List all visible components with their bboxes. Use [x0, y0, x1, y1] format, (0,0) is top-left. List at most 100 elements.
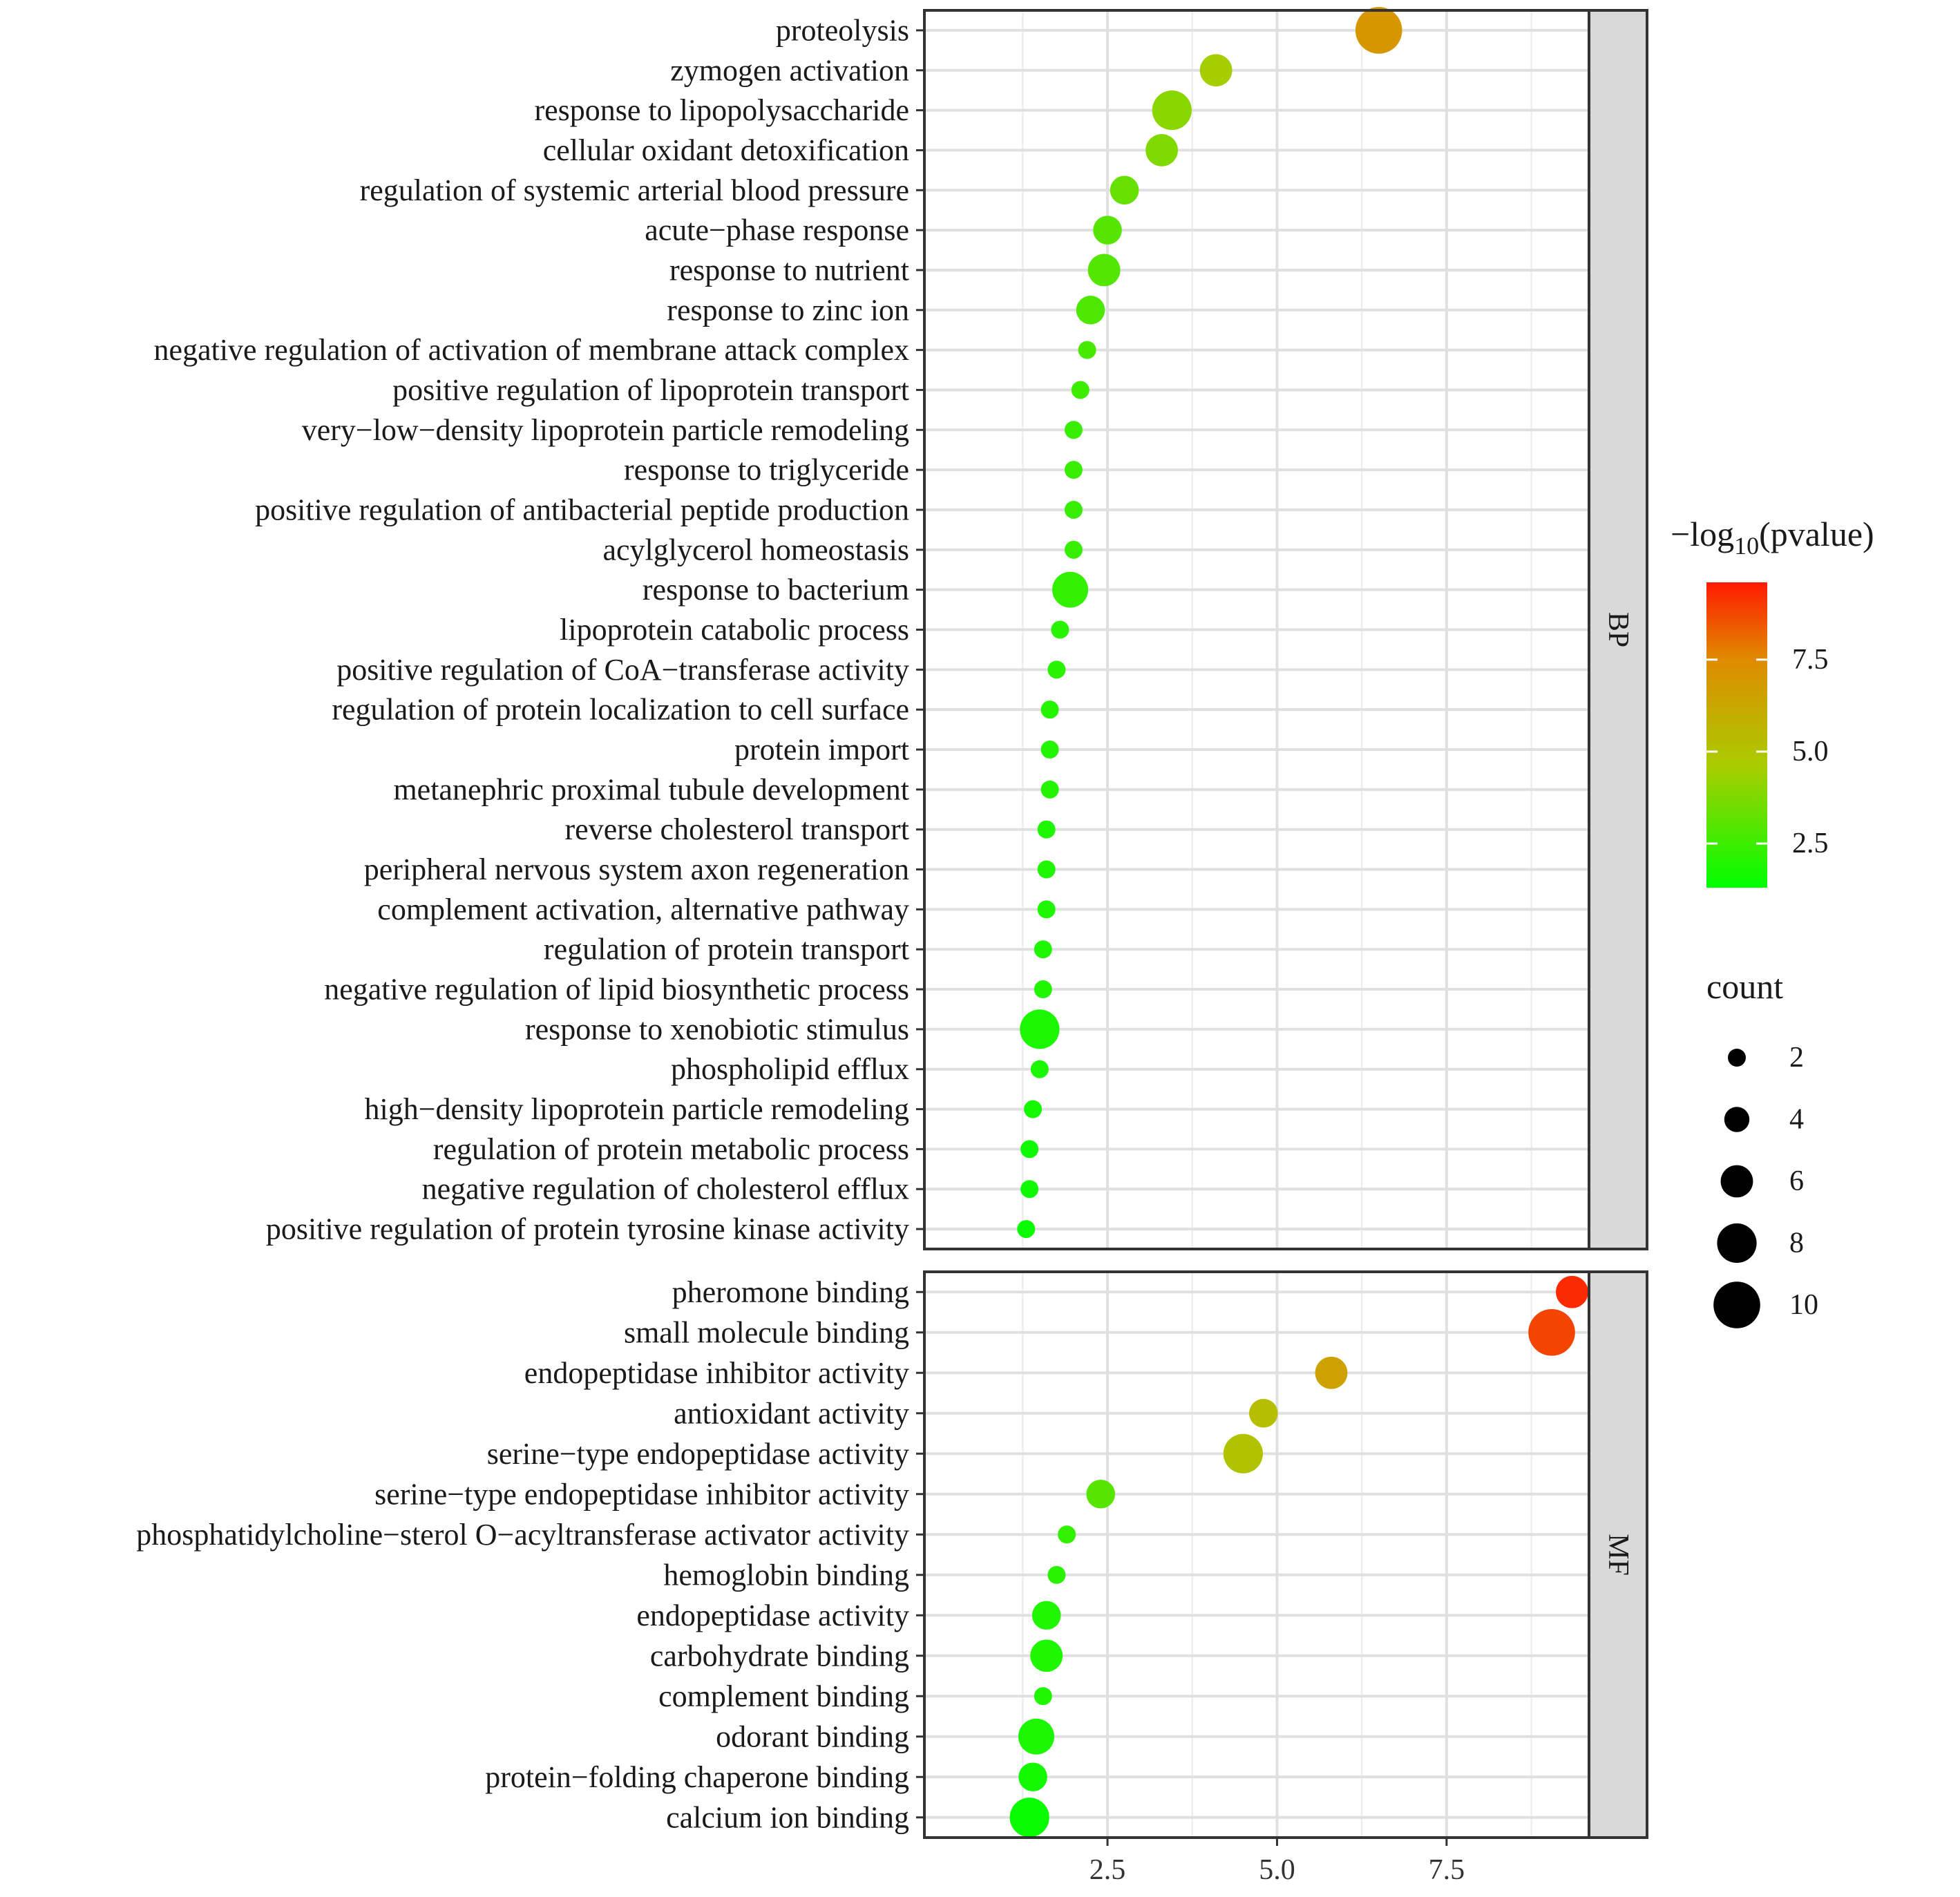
y-label-regulation-of-systemic-arterial-blood-pressure: regulation of systemic arterial blood pr…	[360, 173, 909, 207]
y-label-calcium-ion-binding: calcium ion binding	[666, 1800, 909, 1834]
y-label-very-low-density-lipoprotein-particle-remodeling: very−low−density lipoprotein particle re…	[302, 413, 909, 447]
color-legend-tick-label: 7.5	[1792, 644, 1829, 676]
size-legend-items: 2 4 6 8 10	[1713, 1042, 1818, 1328]
y-label-endopeptidase-inhibitor-activity: endopeptidase inhibitor activity	[524, 1356, 909, 1390]
point-protein-import	[1040, 741, 1059, 759]
point-endopeptidase-activity	[1031, 1601, 1061, 1630]
facet-strip-label: MF	[1602, 1534, 1634, 1576]
point-positive-regulation-of-antibacterial-peptide-production	[1064, 500, 1083, 519]
facet-panels: proteolysis zymogen activation response to…	[136, 7, 1648, 1839]
size-legend-label: 2	[1789, 1042, 1804, 1074]
color-legend-title: −log10(pvalue)	[1671, 515, 1874, 560]
point-serine-type-endopeptidase-activity	[1223, 1433, 1263, 1474]
y-label-response-to-nutrient: response to nutrient	[669, 253, 909, 287]
y-label-positive-regulation-of-protein-tyrosine-kinase-activity: positive regulation of protein tyrosine …	[266, 1212, 909, 1246]
size-legend-label: 10	[1789, 1289, 1818, 1321]
y-label-peripheral-nervous-system-axon-regeneration: peripheral nervous system axon regenerat…	[364, 852, 909, 886]
point-response-to-zinc-ion	[1076, 295, 1105, 325]
point-very-low-density-lipoprotein-particle-remodeling	[1064, 421, 1083, 439]
point-peripheral-nervous-system-axon-regeneration	[1037, 860, 1056, 879]
y-label-pheromone-binding: pheromone binding	[672, 1275, 909, 1309]
point-phosphatidylcholine-sterol-o-acyltransferase-activator-activity	[1058, 1525, 1076, 1544]
y-label-small-molecule-binding: small molecule binding	[624, 1315, 909, 1349]
y-label-serine-type-endopeptidase-inhibitor-activity: serine−type endopeptidase inhibitor acti…	[374, 1477, 909, 1511]
y-label-phospholipid-efflux: phospholipid efflux	[671, 1052, 909, 1086]
color-legend-gradient	[1706, 582, 1767, 888]
y-label-serine-type-endopeptidase-activity: serine−type endopeptidase activity	[487, 1437, 909, 1471]
point-positive-regulation-of-coa-transferase-activity	[1047, 660, 1066, 679]
y-label-response-to-zinc-ion: response to zinc ion	[667, 293, 909, 327]
y-label-endopeptidase-activity: endopeptidase activity	[636, 1599, 909, 1632]
point-response-to-lipopolysaccharide	[1152, 90, 1192, 131]
y-label-acylglycerol-homeostasis: acylglycerol homeostasis	[602, 533, 909, 566]
y-label-regulation-of-protein-transport: regulation of protein transport	[544, 933, 909, 966]
point-zymogen-activation	[1199, 54, 1233, 87]
point-lipoprotein-catabolic-process	[1051, 620, 1069, 639]
size-legend-dot	[1713, 1281, 1760, 1328]
y-label-odorant-binding: odorant binding	[716, 1719, 909, 1753]
point-regulation-of-protein-localization-to-cell-surface	[1040, 700, 1059, 719]
point-pheromone-binding	[1556, 1275, 1588, 1308]
point-small-molecule-binding	[1528, 1308, 1575, 1356]
y-label-response-to-triglyceride: response to triglyceride	[624, 453, 909, 487]
y-label-positive-regulation-of-antibacterial-peptide-production: positive regulation of antibacterial pep…	[255, 493, 909, 526]
point-response-to-triglyceride	[1064, 461, 1083, 479]
y-label-response-to-lipopolysaccharide: response to lipopolysaccharide	[534, 93, 909, 127]
y-label-complement-activation-alternative-pathway: complement activation, alternative pathw…	[377, 893, 909, 926]
facet-mf: pheromone binding small molecule binding e…	[136, 1270, 1648, 1839]
point-carbohydrate-binding	[1030, 1639, 1063, 1672]
y-label-phosphatidylcholine-sterol-o-acyltransferase-activator-activity: phosphatidylcholine−sterol O−acyltransfe…	[136, 1518, 909, 1552]
x-tick-label: 7.5	[1429, 1854, 1465, 1886]
point-regulation-of-protein-metabolic-process	[1020, 1140, 1039, 1159]
y-label-positive-regulation-of-coa-transferase-activity: positive regulation of CoA−transferase a…	[336, 653, 909, 687]
point-metanephric-proximal-tubule-development	[1040, 780, 1059, 799]
y-label-regulation-of-protein-metabolic-process: regulation of protein metabolic process	[433, 1132, 909, 1166]
y-label-cellular-oxidant-detoxification: cellular oxidant detoxification	[543, 133, 909, 167]
x-axis: 2.5 5.0 7.5	[1090, 1838, 1465, 1886]
point-response-to-bacterium	[1052, 571, 1089, 608]
point-regulation-of-systemic-arterial-blood-pressure	[1110, 175, 1139, 205]
point-cellular-oxidant-detoxification	[1145, 134, 1178, 166]
color-legend: −log10(pvalue) 2.5 5.0 7.5	[1671, 515, 1874, 888]
point-negative-regulation-of-activation-of-membrane-attack-complex	[1078, 341, 1096, 359]
size-legend-dot	[1720, 1165, 1753, 1198]
y-label-zymogen-activation: zymogen activation	[670, 53, 909, 87]
point-negative-regulation-of-cholesterol-efflux	[1020, 1180, 1039, 1199]
point-antioxidant-activity	[1249, 1398, 1278, 1428]
y-label-protein-import: protein import	[734, 733, 909, 767]
y-label-metanephric-proximal-tubule-development: metanephric proximal tubule development	[393, 772, 909, 806]
point-odorant-binding	[1018, 1718, 1054, 1755]
y-label-regulation-of-protein-localization-to-cell-surface: regulation of protein localization to ce…	[332, 693, 909, 727]
y-label-negative-regulation-of-activation-of-membrane-attack-complex: negative regulation of activation of mem…	[154, 333, 909, 367]
y-label-response-to-bacterium: response to bacterium	[643, 573, 909, 607]
color-legend-ticks: 2.5 5.0 7.5	[1706, 644, 1829, 859]
point-calcium-ion-binding	[1009, 1798, 1049, 1838]
size-legend-title: count	[1706, 967, 1783, 1006]
y-label-reverse-cholesterol-transport: reverse cholesterol transport	[565, 812, 909, 846]
point-endopeptidase-inhibitor-activity	[1315, 1356, 1348, 1389]
point-complement-activation-alternative-pathway	[1037, 900, 1056, 919]
y-label-lipoprotein-catabolic-process: lipoprotein catabolic process	[560, 613, 909, 647]
point-acylglycerol-homeostasis	[1064, 540, 1083, 559]
color-legend-tick-label: 2.5	[1792, 828, 1829, 859]
point-proteolysis	[1355, 7, 1402, 54]
point-response-to-xenobiotic-stimulus	[1020, 1009, 1060, 1049]
point-regulation-of-protein-transport	[1034, 940, 1052, 959]
legends: −log10(pvalue) 2.5 5.0 7.5 count 2 4 6 8 10	[1671, 515, 1874, 1328]
x-tick-label: 5.0	[1259, 1854, 1295, 1886]
point-complement-binding	[1034, 1687, 1052, 1706]
point-positive-regulation-of-lipoprotein-transport	[1071, 381, 1090, 399]
size-legend-dot	[1717, 1223, 1757, 1264]
point-hemoglobin-binding	[1047, 1565, 1066, 1584]
y-label-carbohydrate-binding: carbohydrate binding	[650, 1639, 909, 1672]
panel-background	[924, 1272, 1589, 1838]
point-phospholipid-efflux	[1030, 1060, 1049, 1078]
point-reverse-cholesterol-transport	[1037, 820, 1056, 839]
y-label-negative-regulation-of-lipid-biosynthetic-process: negative regulation of lipid biosyntheti…	[324, 973, 909, 1007]
y-label-proteolysis: proteolysis	[776, 13, 909, 47]
point-serine-type-endopeptidase-inhibitor-activity	[1086, 1479, 1116, 1509]
size-legend-label: 8	[1789, 1228, 1804, 1259]
x-tick-label: 2.5	[1090, 1854, 1126, 1886]
